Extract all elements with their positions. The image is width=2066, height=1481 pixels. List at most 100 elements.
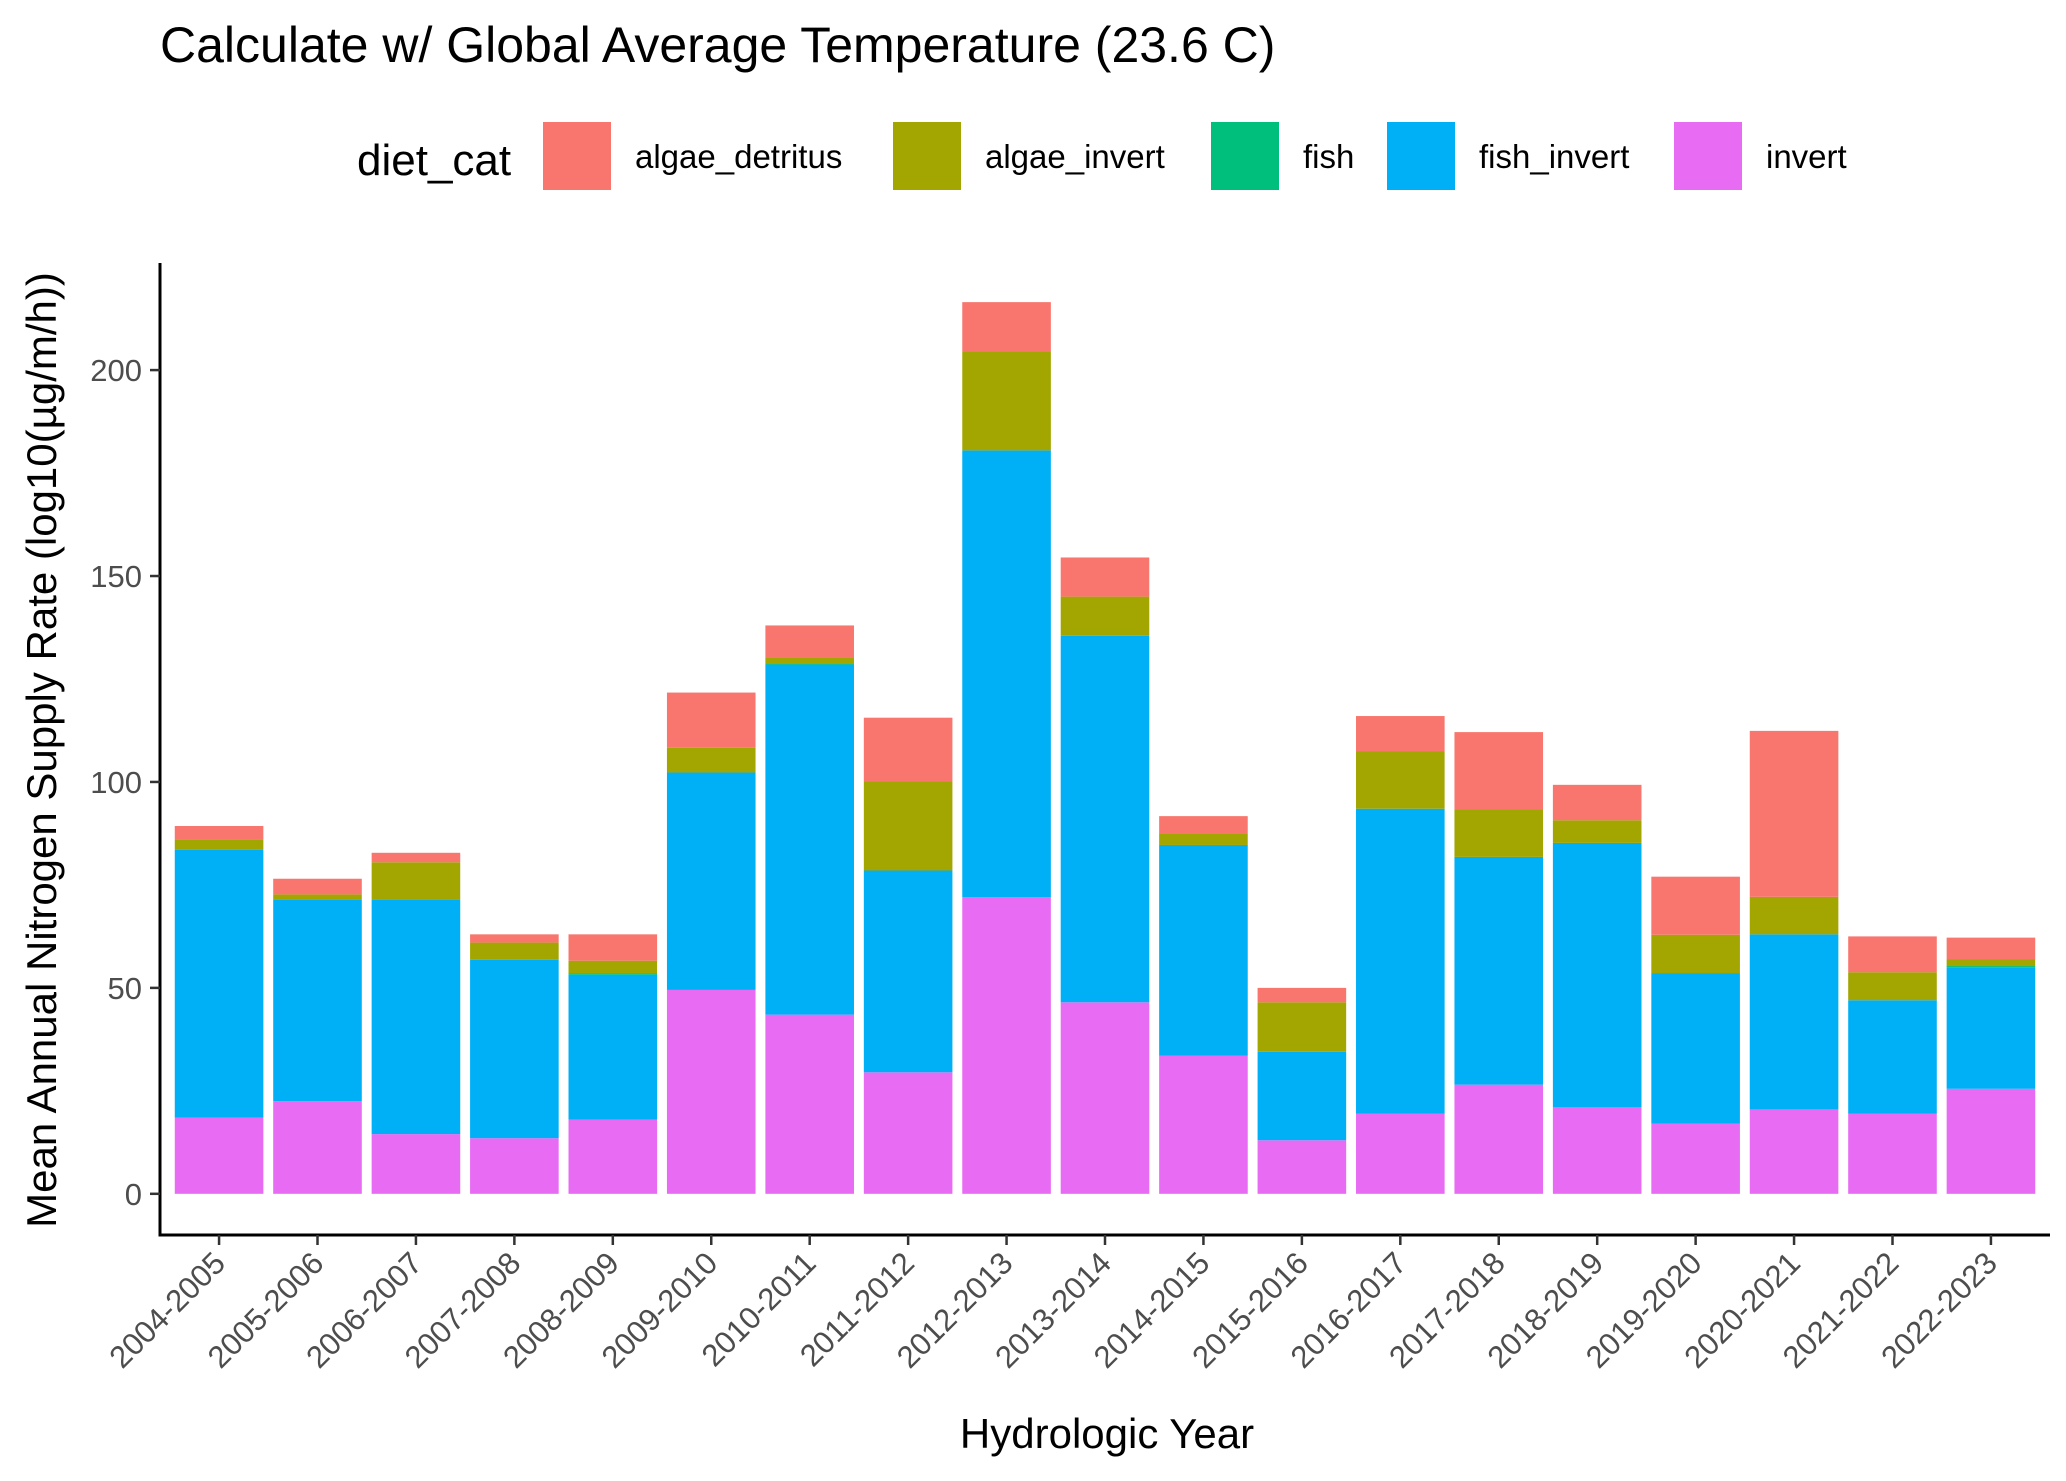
bar-fish_invert-2021-2022: [1848, 1000, 1937, 1114]
bar-algae_invert-2014-2015: [1159, 833, 1248, 845]
bar-algae_detritus-2009-2010: [666, 692, 756, 748]
bar-algae_detritus-2021-2022: [1848, 936, 1937, 973]
bar-invert-2007-2008: [470, 1138, 559, 1194]
legend: algae_detritus algae_invert fish fish_inver…: [543, 122, 1847, 190]
y-axis-label: Mean Annual Nitrogen Supply Rate (log10(…: [18, 272, 65, 1228]
bar-invert-2008-2009: [568, 1119, 658, 1194]
bar-fish_invert-2022-2023: [1946, 967, 2036, 1089]
bar-fish_invert-2008-2009: [568, 974, 658, 1120]
bar-invert-2014-2015: [1159, 1055, 1248, 1194]
bar-algae_invert-2008-2009: [568, 960, 658, 974]
bar-fish_invert-2006-2007: [371, 899, 461, 1135]
bar-invert-2013-2014: [1060, 1002, 1150, 1194]
bar-algae_detritus-2015-2016: [1257, 987, 1347, 1003]
y-tick-label-50: 50: [108, 971, 142, 1006]
bar-algae_invert-2019-2020: [1651, 934, 1740, 974]
legend-key-algae_detritus: [543, 122, 611, 190]
bar-algae_detritus-2004-2005: [174, 826, 264, 840]
bar-invert-2022-2023: [1946, 1088, 2036, 1194]
x-axis: 2004-20052005-20062006-20072007-20082008…: [102, 1233, 2050, 1375]
bar-algae_invert-2006-2007: [371, 862, 461, 900]
bar-invert-2009-2010: [666, 989, 756, 1194]
bar-algae_detritus-2005-2006: [273, 878, 362, 895]
legend-title: diet_cat: [357, 136, 511, 185]
bar-invert-2019-2020: [1651, 1123, 1740, 1194]
bar-invert-2004-2005: [174, 1117, 264, 1194]
y-tick-label-150: 150: [90, 559, 142, 594]
bar-fish_invert-2019-2020: [1651, 973, 1740, 1124]
bar-fish_invert-2020-2021: [1749, 934, 1839, 1110]
bar-invert-2020-2021: [1749, 1109, 1839, 1194]
legend-key-invert: [1674, 122, 1742, 190]
bar-fish_invert-2012-2013: [962, 450, 1051, 898]
bar-fish-2008-2009: [568, 973, 658, 975]
bar-algae_detritus-2006-2007: [371, 852, 461, 863]
bar-algae_detritus-2014-2015: [1159, 816, 1248, 834]
bar-algae_detritus-2020-2021: [1749, 730, 1839, 897]
bar-fish_invert-2010-2011: [765, 664, 854, 1015]
bar-algae_detritus-2008-2009: [568, 934, 658, 961]
bar-invert-2018-2019: [1552, 1107, 1642, 1194]
bar-algae_invert-2021-2022: [1848, 972, 1937, 1001]
bar-fish_invert-2017-2018: [1454, 856, 1544, 1085]
y-tick-label-0: 0: [125, 1177, 142, 1212]
legend-label-algae_detritus: algae_detritus: [635, 138, 842, 175]
bar-algae_invert-2005-2006: [273, 894, 362, 900]
bar-algae_invert-2012-2013: [962, 351, 1051, 451]
bar-algae_detritus-2011-2012: [863, 717, 953, 782]
bar-algae_detritus-2017-2018: [1454, 732, 1544, 810]
bar-algae_invert-2022-2023: [1946, 959, 2036, 967]
legend-label-fish_invert: fish_invert: [1479, 138, 1629, 175]
bar-algae_invert-2011-2012: [863, 781, 953, 871]
bar-algae_invert-2018-2019: [1552, 820, 1642, 843]
bar-fish-2010-2011: [765, 663, 854, 665]
bar-algae_invert-2016-2017: [1356, 751, 1445, 809]
bar-fish_invert-2016-2017: [1356, 808, 1445, 1114]
legend-key-algae_invert: [893, 122, 961, 190]
y-tick-label-200: 200: [90, 353, 142, 388]
bar-invert-2011-2012: [863, 1072, 953, 1194]
y-axis: 0 50 100 150 200: [90, 263, 162, 1237]
legend-label-algae_invert: algae_invert: [985, 138, 1165, 175]
bar-fish_invert-2011-2012: [863, 870, 953, 1073]
bar-invert-2017-2018: [1454, 1084, 1544, 1194]
bar-fish-2022-2023: [1946, 966, 2036, 968]
y-tick-label-100: 100: [90, 765, 142, 800]
bar-algae_detritus-2012-2013: [962, 302, 1051, 352]
bar-algae_detritus-2022-2023: [1946, 937, 2036, 960]
bar-fish_invert-2014-2015: [1159, 844, 1248, 1056]
bar-algae_invert-2020-2021: [1749, 896, 1839, 935]
x-axis-label: Hydrologic Year: [960, 1410, 1254, 1457]
bar-algae_invert-2009-2010: [666, 747, 756, 773]
bar-invert-2015-2016: [1257, 1140, 1347, 1194]
bar-fish_invert-2005-2006: [273, 899, 362, 1102]
bar-invert-2006-2007: [371, 1134, 461, 1194]
legend-label-fish: fish: [1303, 138, 1354, 175]
bar-algae_invert-2007-2008: [470, 942, 559, 960]
bars-group: [174, 302, 2036, 1194]
bar-algae_detritus-2010-2011: [765, 625, 854, 658]
bar-algae_detritus-2016-2017: [1356, 716, 1445, 752]
legend-key-fish: [1211, 122, 1279, 190]
bar-algae_detritus-2019-2020: [1651, 876, 1740, 935]
bar-algae_invert-2004-2005: [174, 839, 264, 850]
bar-algae_invert-2017-2018: [1454, 809, 1544, 857]
bar-fish_invert-2004-2005: [174, 849, 264, 1118]
bar-algae_detritus-2018-2019: [1552, 784, 1642, 821]
bar-invert-2005-2006: [273, 1101, 362, 1194]
bar-algae_detritus-2007-2008: [470, 934, 559, 943]
bar-fish_invert-2013-2014: [1060, 635, 1150, 1003]
legend-key-fish_invert: [1387, 122, 1455, 190]
bar-invert-2012-2013: [962, 897, 1051, 1194]
bar-fish_invert-2018-2019: [1552, 842, 1642, 1108]
bar-algae_detritus-2013-2014: [1060, 557, 1150, 597]
chart-title: Calculate w/ Global Average Temperature …: [160, 17, 1275, 73]
bar-algae_invert-2015-2016: [1257, 1002, 1347, 1052]
bar-fish_invert-2009-2010: [666, 772, 756, 990]
legend-label-invert: invert: [1766, 138, 1847, 175]
bar-algae_invert-2013-2014: [1060, 596, 1150, 636]
bar-algae_invert-2010-2011: [765, 657, 854, 664]
bar-fish_invert-2007-2008: [470, 959, 559, 1139]
